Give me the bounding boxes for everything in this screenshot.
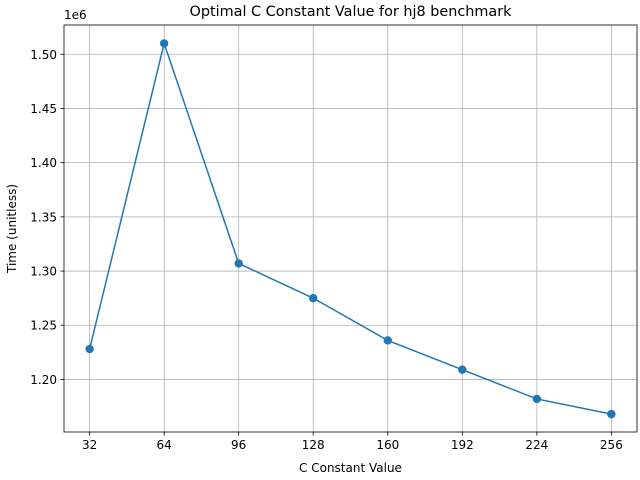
x-axis-label: C Constant Value xyxy=(299,461,402,475)
x-tick-label: 32 xyxy=(82,438,97,452)
plot-area-frame xyxy=(63,24,638,433)
y-axis-label: Time (unitless) xyxy=(5,184,19,274)
x-tick-label: 96 xyxy=(231,438,246,452)
data-point xyxy=(234,259,243,268)
y-tick-label: 1.30 xyxy=(30,265,57,279)
data-point xyxy=(159,39,169,48)
x-tick-label: 224 xyxy=(525,438,548,452)
y-tick-label: 1.25 xyxy=(30,319,57,333)
y-tick-label: 1.50 xyxy=(30,48,57,62)
grid-lines xyxy=(64,25,637,432)
data-point xyxy=(309,293,318,303)
data-point xyxy=(532,394,542,404)
data-point xyxy=(458,365,467,374)
y-tick-label: 1.45 xyxy=(30,102,57,116)
x-tick-label: 64 xyxy=(157,438,172,452)
y-axis-offset-label: 1e6 xyxy=(64,8,87,22)
x-tick-label: 160 xyxy=(376,438,399,452)
x-tick-label: 192 xyxy=(451,438,474,452)
series-line xyxy=(85,39,616,419)
data-point xyxy=(85,344,94,354)
series-polyline xyxy=(88,40,612,415)
y-tick-label: 1.40 xyxy=(30,156,57,170)
data-point xyxy=(607,409,616,419)
x-tick-label: 256 xyxy=(600,438,623,452)
y-tick-label: 1.20 xyxy=(30,373,57,387)
x-tick-label: 128 xyxy=(302,438,325,452)
data-point xyxy=(383,336,392,345)
x-axis-ticks: 32 64 96 128 160 192 224 256 xyxy=(82,432,623,452)
y-axis-ticks: 1.20 1.25 1.30 1.35 1.40 1.45 1.50 xyxy=(30,48,64,387)
chart-title: Optimal C Constant Value for hj8 benchma… xyxy=(190,4,513,20)
y-tick-label: 1.35 xyxy=(30,210,57,224)
